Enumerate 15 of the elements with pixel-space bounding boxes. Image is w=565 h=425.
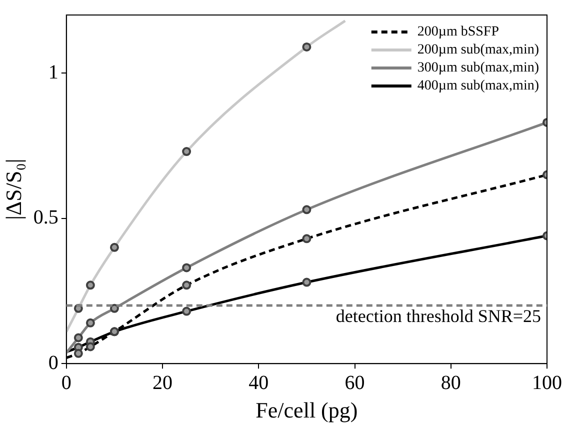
legend-label: 300µm sub(max,min)	[417, 60, 540, 76]
y-tick-label: 1	[48, 61, 58, 84]
x-tick-label: 40	[248, 372, 269, 394]
y-tick-label: 0	[48, 352, 58, 374]
x-tick-label: 60	[344, 372, 365, 394]
legend-label: 200µm sub(max,min)	[417, 42, 540, 58]
y-tick-label: 0.5	[33, 206, 58, 229]
legend-label: 400µm sub(max,min)	[417, 78, 540, 94]
x-tick-label: 80	[440, 372, 461, 394]
y-axis-title: |ΔS/S₀|	[0, 158, 26, 220]
annotation: detection threshold SNR=25	[336, 306, 541, 326]
x-tick-label: 20	[152, 372, 173, 394]
x-axis-title: Fe/cell (pg)	[256, 398, 358, 423]
legend-label: 200µm bSSFP	[417, 24, 500, 40]
x-tick-label: 100	[532, 372, 562, 394]
